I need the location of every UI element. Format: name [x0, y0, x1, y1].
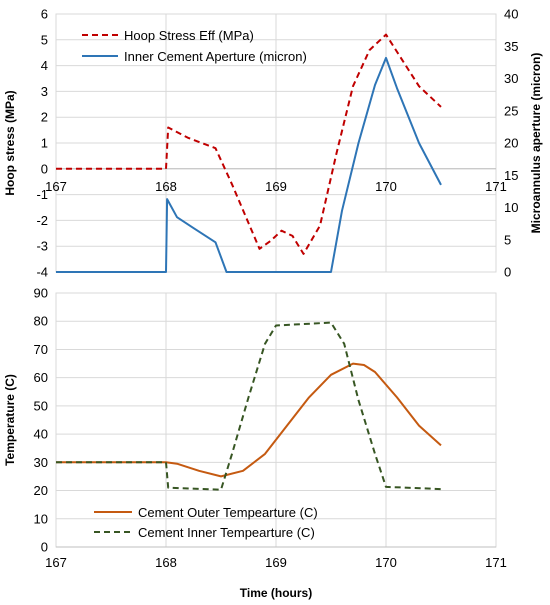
legend-label-inner: Cement Inner Tempearture (C) [138, 525, 315, 540]
y-tick-label: 10 [34, 511, 48, 526]
y2-tick-label: 35 [504, 39, 518, 54]
y-tick-label: 40 [34, 427, 48, 442]
y2-tick-label: 20 [504, 136, 518, 151]
y-tick-label: -3 [36, 239, 48, 254]
y2-tick-label: 10 [504, 200, 518, 215]
y2-tick-label: 40 [504, 7, 518, 22]
legend-label-outer: Cement Outer Tempearture (C) [138, 505, 318, 520]
x-tick-label: 167 [45, 555, 67, 570]
y-tick-label: 6 [41, 7, 48, 22]
y-tick-label: 60 [34, 370, 48, 385]
x-tick-label: 168 [155, 555, 177, 570]
legend: Hoop Stress Eff (MPa) Inner Cement Apert… [82, 28, 307, 64]
y-axis-label: Temperature (C) [3, 374, 17, 466]
y-tick-label: -1 [36, 187, 48, 202]
y2-tick-label: 15 [504, 168, 518, 183]
y2-tick-label: 25 [504, 103, 518, 118]
x-tick-label: 169 [265, 179, 287, 194]
y-tick-label: 90 [34, 286, 48, 301]
y-tick-label: 80 [34, 314, 48, 329]
y-tick-label: 0 [41, 161, 48, 176]
x-tick-label: 168 [155, 179, 177, 194]
y-tick-labels: 6 5 4 3 2 1 0 -1 -2 -3 -4 [36, 7, 48, 280]
x-tick-labels: 167 168 169 170 171 [45, 179, 507, 194]
series-lines [56, 33, 442, 273]
legend: Cement Outer Tempearture (C) Cement Inne… [94, 505, 318, 540]
x-tick-label: 169 [265, 555, 287, 570]
y-tick-labels: 90 80 70 60 50 40 30 20 10 0 [34, 286, 48, 555]
legend-label-aperture: Inner Cement Aperture (micron) [124, 49, 307, 64]
y-tick-label: 30 [34, 455, 48, 470]
legend-label-hoop: Hoop Stress Eff (MPa) [124, 28, 254, 43]
gridlines [55, 292, 497, 548]
y-tick-label: 20 [34, 483, 48, 498]
y-axis-label: Hoop stress (MPa) [3, 90, 17, 195]
y-tick-label: 3 [41, 84, 48, 99]
x-axis-label: Time (hours) [240, 586, 312, 600]
y-tick-label: -2 [36, 213, 48, 228]
x-tick-label: 171 [485, 179, 507, 194]
y-tick-label: 0 [41, 540, 48, 555]
x-tick-label: 170 [375, 555, 397, 570]
temperature-chart: 90 80 70 60 50 40 30 20 10 0 167 168 169 170 171 Temp… [3, 286, 507, 601]
x-tick-label: 167 [45, 179, 67, 194]
y-tick-label: 5 [41, 32, 48, 47]
y-tick-label: 70 [34, 342, 48, 357]
y-tick-label: 50 [34, 398, 48, 413]
series-line-hoop [56, 33, 442, 255]
series-lines [56, 321, 442, 491]
series-line-outer [56, 362, 442, 478]
y2-tick-label: 5 [504, 232, 511, 247]
y-tick-label: -4 [36, 265, 48, 280]
x-tick-labels: 167 168 169 170 171 [45, 555, 507, 570]
series-line-aperture [56, 56, 442, 273]
y2-tick-label: 30 [504, 71, 518, 86]
y-tick-label: 4 [41, 58, 48, 73]
y2-axis-label: Microannulus aperture (micron) [529, 53, 543, 234]
y2-tick-labels: 40 35 30 25 20 15 10 5 0 [504, 7, 518, 280]
y-tick-label: 1 [41, 136, 48, 151]
x-tick-label: 171 [485, 555, 507, 570]
x-tick-label: 170 [375, 179, 397, 194]
y-tick-label: 2 [41, 110, 48, 125]
series-line-inner [56, 321, 442, 491]
y2-tick-label: 0 [504, 265, 511, 280]
